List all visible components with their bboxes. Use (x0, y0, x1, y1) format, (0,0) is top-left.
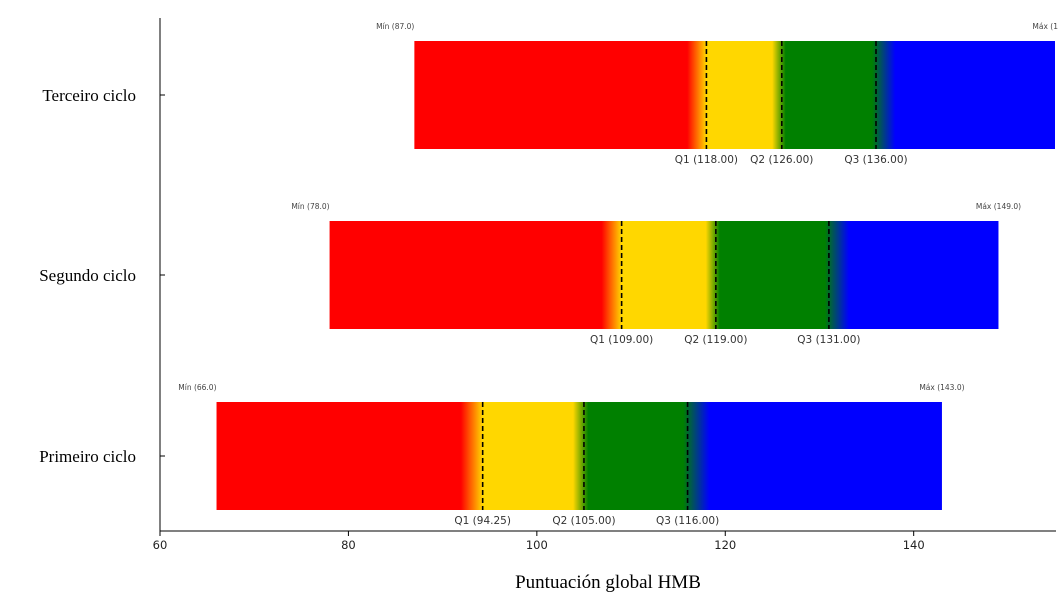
range-bar-3 (216, 402, 942, 510)
max-label-3: Máx (143.0) (919, 383, 964, 392)
x-tick-label-140: 140 (903, 538, 925, 552)
q2-label-1: Q2 (126.00) (750, 154, 813, 166)
x-tick-label-100: 100 (526, 538, 548, 552)
q1-label-1: Q1 (118.00) (675, 154, 738, 166)
q3-label-3: Q3 (116.00) (656, 515, 719, 527)
x-tick-label-60: 60 (153, 538, 168, 552)
min-label-1: Mín (87.0) (376, 22, 414, 31)
range-bar-2 (329, 221, 999, 329)
q1-label-3: Q1 (94.25) (454, 515, 511, 527)
category-label-1: Terceiro ciclo (42, 86, 136, 105)
max-label-2: Máx (149.0) (976, 202, 1021, 211)
q1-label-2: Q1 (109.00) (590, 334, 653, 346)
q3-label-2: Q3 (131.00) (797, 334, 860, 346)
q2-label-2: Q2 (119.00) (684, 334, 747, 346)
category-label-2: Segundo ciclo (39, 266, 136, 285)
q3-label-1: Q3 (136.00) (844, 154, 907, 166)
max-label-1: Máx (155.0) (1032, 22, 1058, 31)
x-tick-label-120: 120 (714, 538, 736, 552)
category-label-3: Primeiro ciclo (39, 447, 136, 466)
x-axis-title: Puntuación global HMB (515, 572, 701, 593)
min-label-2: Mín (78.0) (291, 202, 329, 211)
x-tick-label-80: 80 (341, 538, 356, 552)
min-label-3: Mín (66.0) (178, 383, 216, 392)
range-bar-1 (414, 41, 1055, 149)
q2-label-3: Q2 (105.00) (552, 515, 615, 527)
